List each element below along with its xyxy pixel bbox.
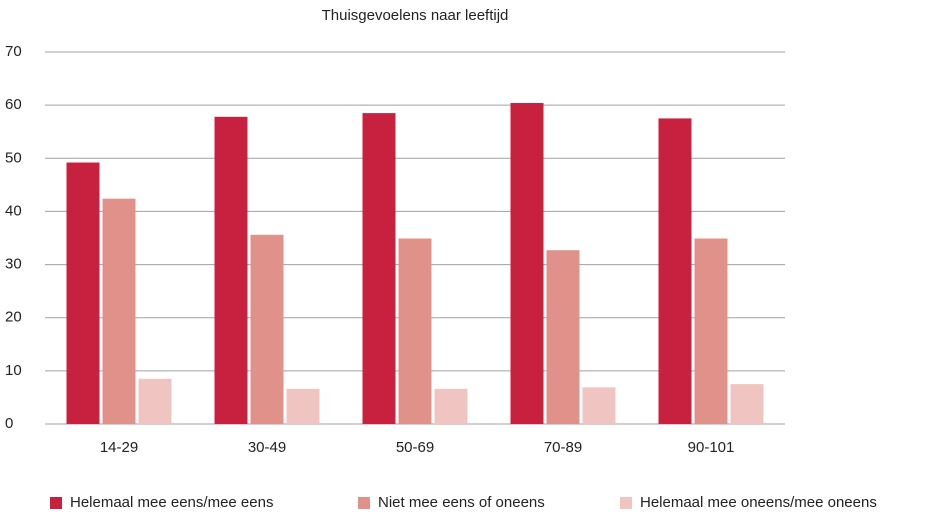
bar bbox=[434, 388, 468, 424]
x-tick-label: 70-89 bbox=[544, 439, 582, 456]
bar bbox=[66, 162, 100, 424]
x-tick-label: 50-69 bbox=[396, 439, 434, 456]
y-tick-label: 30 bbox=[5, 256, 22, 273]
legend-label: Niet mee eens of oneens bbox=[378, 494, 545, 511]
y-tick-label: 50 bbox=[5, 149, 22, 166]
bar bbox=[362, 113, 396, 424]
legend-swatch bbox=[358, 497, 370, 509]
y-tick-label: 70 bbox=[5, 43, 22, 60]
bar bbox=[546, 250, 580, 424]
bar bbox=[138, 378, 172, 424]
bar bbox=[214, 116, 248, 424]
bar bbox=[582, 387, 616, 424]
bar bbox=[398, 238, 432, 424]
x-tick-label: 14-29 bbox=[100, 439, 138, 456]
legend-swatch bbox=[50, 497, 62, 509]
legend-label: Helemaal mee eens/mee eens bbox=[70, 494, 273, 511]
legend-label: Helemaal mee oneens/mee oneens bbox=[640, 494, 877, 511]
bar bbox=[694, 238, 728, 424]
legend-swatch bbox=[620, 497, 632, 509]
y-tick-label: 40 bbox=[5, 202, 22, 219]
bar bbox=[730, 384, 764, 424]
chart-title: Thuisgevoelens naar leeftijd bbox=[322, 7, 509, 24]
bar bbox=[102, 198, 136, 424]
bar bbox=[286, 388, 320, 424]
y-tick-label: 60 bbox=[5, 96, 22, 113]
x-tick-label: 90-101 bbox=[688, 439, 735, 456]
y-tick-label: 0 bbox=[5, 415, 13, 432]
bar bbox=[250, 234, 284, 424]
bar bbox=[658, 118, 692, 424]
y-tick-label: 20 bbox=[5, 309, 22, 326]
y-tick-label: 10 bbox=[5, 362, 22, 379]
x-tick-label: 30-49 bbox=[248, 439, 286, 456]
bar bbox=[510, 103, 544, 424]
